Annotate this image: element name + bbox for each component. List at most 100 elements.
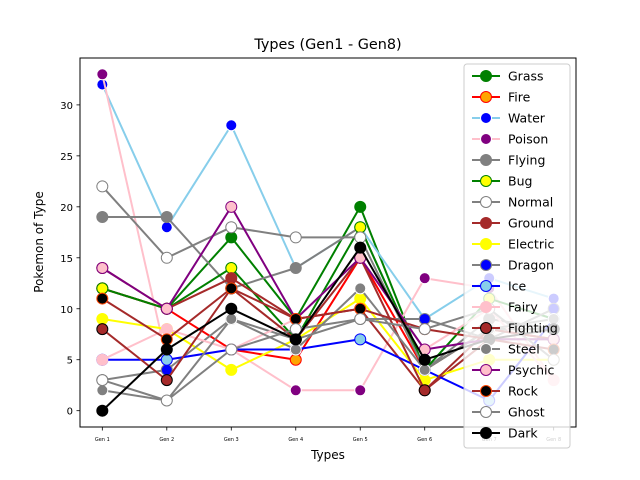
legend-label-fire: Fire — [508, 90, 531, 105]
data-point-normal — [354, 231, 367, 244]
data-point-ice — [354, 333, 367, 346]
legend-entry-fighting: Fighting — [472, 321, 558, 336]
legend-marker-psychic — [480, 364, 492, 376]
data-point-rock — [289, 312, 302, 325]
legend-marker-electric — [480, 238, 492, 250]
data-point-grass — [354, 200, 367, 213]
data-point-fighting — [96, 323, 109, 336]
y-tick-label: 30 — [60, 101, 73, 112]
data-point-normal — [289, 231, 302, 244]
legend-entry-electric: Electric — [472, 237, 554, 252]
data-point-flying — [160, 211, 173, 224]
data-point-dark — [160, 343, 173, 356]
data-point-dark — [418, 353, 431, 366]
legend-marker-steel — [480, 343, 492, 355]
legend-entry-grass: Grass — [472, 69, 544, 84]
data-point-rock — [96, 292, 109, 305]
legend-label-grass: Grass — [508, 69, 544, 84]
legend-label-fighting: Fighting — [508, 321, 558, 336]
x-tick-label: Gen 5 — [353, 437, 368, 443]
legend-marker-ghost — [480, 406, 492, 418]
y-tick-label: 25 — [60, 152, 73, 163]
data-point-steel — [354, 282, 367, 295]
data-point-water — [160, 221, 173, 234]
data-point-dark — [96, 404, 109, 417]
legend-marker-normal — [480, 196, 492, 208]
legend-entry-rock: Rock — [472, 384, 539, 399]
legend-label-fairy: Fairy — [508, 300, 538, 315]
legend-entry-normal: Normal — [472, 195, 553, 210]
legend-label-bug: Bug — [508, 174, 532, 189]
legend-label-electric: Electric — [508, 237, 554, 252]
data-point-ghost — [96, 374, 109, 387]
legend-marker-fighting — [480, 322, 492, 334]
y-axis: 0 5 10 15 20 25 30 — [60, 101, 80, 418]
legend-label-flying: Flying — [508, 153, 545, 168]
data-point-ghost — [354, 312, 367, 325]
data-point-water — [225, 119, 238, 132]
data-point-normal — [160, 251, 173, 264]
legend-entry-bug: Bug — [472, 174, 532, 189]
legend-label-psychic: Psychic — [508, 363, 554, 378]
data-point-ice — [160, 353, 173, 366]
data-point-fighting — [418, 384, 431, 397]
legend-marker-ground — [480, 217, 492, 229]
x-axis-label: Types — [310, 448, 345, 462]
data-point-ghost — [160, 394, 173, 407]
data-point-steel — [96, 384, 109, 397]
data-point-dark — [225, 302, 238, 315]
legend-marker-fire — [480, 91, 492, 103]
y-tick-label: 0 — [67, 407, 73, 418]
legend-marker-fairy — [480, 301, 492, 313]
y-tick-label: 10 — [60, 305, 73, 316]
data-point-poison — [289, 384, 302, 397]
x-tick-label: Gen 1 — [95, 437, 110, 443]
legend-marker-dragon — [480, 259, 492, 271]
axes-frame — [79, 57, 577, 428]
data-point-rock — [225, 282, 238, 295]
legend-label-water: Water — [508, 111, 546, 126]
legend-entry-psychic: Psychic — [472, 363, 554, 378]
data-point-normal — [225, 221, 238, 234]
legend-entry-water: Water — [472, 111, 546, 126]
legend-entry-flying: Flying — [472, 153, 545, 168]
legend-label-normal: Normal — [508, 195, 553, 210]
y-tick-label: 5 — [67, 356, 73, 367]
legend-label-dragon: Dragon — [508, 258, 554, 273]
data-point-ghost — [225, 343, 238, 356]
legend-marker-flying — [480, 154, 492, 166]
data-point-poison — [418, 272, 431, 285]
legend-entry-fire: Fire — [472, 90, 531, 105]
data-point-dragon — [418, 312, 431, 325]
legend-marker-rock — [480, 385, 492, 397]
y-axis-label: Pokemon of Type — [32, 191, 46, 292]
data-point-psychic — [225, 200, 238, 213]
legend-label-dark: Dark — [508, 426, 538, 441]
y-tick-label: 15 — [60, 254, 73, 265]
data-point-flying — [96, 211, 109, 224]
legend-marker-grass — [480, 70, 492, 82]
legend-label-rock: Rock — [508, 384, 539, 399]
legend-entry-ghost: Ghost — [472, 405, 545, 420]
data-point-psychic — [96, 261, 109, 274]
legend-label-poison: Poison — [508, 132, 548, 147]
data-point-ghost — [418, 323, 431, 336]
x-tick-label: Gen 2 — [159, 437, 174, 443]
x-tick-label: Gen 3 — [224, 437, 239, 443]
data-point-steel — [289, 343, 302, 356]
data-point-ground — [225, 272, 238, 285]
legend: Grass Fire Water Poison Flying Bug Normal Groun… — [463, 63, 571, 449]
chart-title: Types (Gen1 - Gen8) — [253, 37, 401, 53]
legend-label-ice: Ice — [508, 279, 527, 294]
legend-label-ground: Ground — [508, 216, 554, 231]
data-point-steel — [418, 363, 431, 376]
legend-marker-dark — [480, 427, 492, 439]
data-point-rock — [160, 333, 173, 346]
data-point-fairy — [160, 323, 173, 336]
data-point-poison — [354, 384, 367, 397]
data-point-psychic — [160, 302, 173, 315]
data-point-bug — [96, 282, 109, 295]
legend-entry-poison: Poison — [472, 132, 548, 147]
legend-entry-fairy: Fairy — [472, 300, 538, 315]
